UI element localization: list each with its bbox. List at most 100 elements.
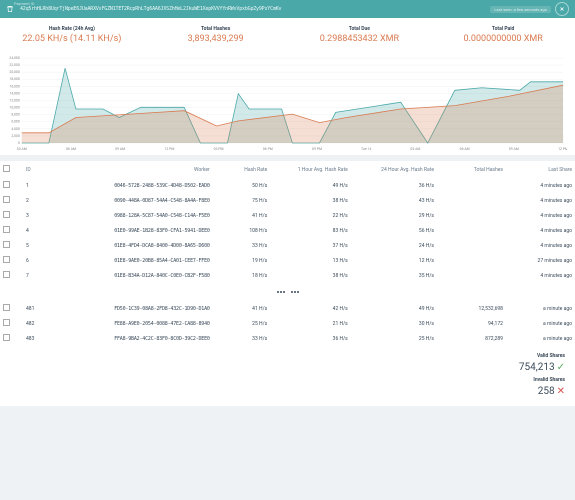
header-small-label: Payment ID — [14, 1, 34, 6]
svg-text:12 PM: 12 PM — [164, 147, 174, 151]
table-cell — [437, 268, 506, 283]
svg-text:24,000: 24,000 — [9, 56, 19, 60]
close-button[interactable] — [555, 2, 569, 16]
column-header: Total Hashes — [437, 161, 506, 178]
x-icon: ✕ — [557, 386, 565, 397]
svg-text:03 AM: 03 AM — [17, 147, 27, 151]
table-cell: 4 minutes ago — [506, 193, 575, 208]
table-cell: FFA8-9BA2-4C2C-83F0-8C0D-39C2-DEE0 — [52, 331, 213, 346]
table-cell: 13 H/s — [270, 253, 351, 268]
table-cell: 41 H/s — [213, 301, 271, 316]
stat-value: 0.0000000000 XMR — [431, 34, 575, 44]
row-checkbox[interactable] — [3, 304, 10, 311]
row-checkbox[interactable] — [3, 271, 10, 278]
svg-text:09 AM: 09 AM — [509, 147, 519, 151]
table-cell: 0988-128A-5C87-54A0-C548-C14A-F5E0 — [52, 208, 213, 223]
svg-text:03 PM: 03 PM — [214, 147, 224, 151]
table-cell: 4 minutes ago — [506, 208, 575, 223]
table-cell: 36 H/s — [351, 178, 437, 193]
table-cell: 49 H/s — [270, 178, 351, 193]
table-cell: 37 H/s — [270, 238, 351, 253]
table-cell: 30 H/s — [351, 316, 437, 331]
table-cell: 5 — [23, 238, 52, 253]
row-checkbox[interactable] — [3, 319, 10, 326]
row-checkbox[interactable] — [3, 226, 10, 233]
table-cell: 2 — [23, 193, 52, 208]
table-cell: 56 H/s — [351, 223, 437, 238]
table-cell: 29 H/s — [351, 208, 437, 223]
table-cell: 41 H/s — [213, 208, 271, 223]
table-cell — [437, 178, 506, 193]
table-cell: a minute ago — [506, 331, 575, 346]
table-cell: 38 H/s — [270, 268, 351, 283]
table-cell: 49 H/s — [351, 301, 437, 316]
table-cell: FD50-1C39-08A8-2FD8-432C-1D90-D1A0 — [52, 301, 213, 316]
row-checkbox[interactable] — [3, 256, 10, 263]
svg-text:8,000: 8,000 — [11, 113, 19, 117]
table-row[interactable]: 482FE88-A9E0-2054-0088-47E2-CA88-894025 … — [0, 316, 575, 331]
table-cell: 24 H/s — [351, 238, 437, 253]
svg-text:2,000: 2,000 — [11, 134, 19, 138]
hashrate-chart: 24,00022,00020,00018,00016,00014,00012,0… — [4, 56, 567, 151]
stat-label: Total Due — [288, 26, 432, 32]
table-row[interactable]: 501E8-4FD4-DCA8-8400-4D00-8A65-D60033 H/… — [0, 238, 575, 253]
table-cell — [437, 223, 506, 238]
table-row[interactable]: 401E0-99AE-1B28-83F0-CFA1-5941-DEE0108 H… — [0, 223, 575, 238]
table-row[interactable]: 10046-5728-2488-539C-4D48-D502-EAD050 H/… — [0, 178, 575, 193]
row-checkbox[interactable] — [3, 181, 10, 188]
stat-hashrate: Hash Rate (24h Avg) 22.05 KH/s (14.11 KH… — [0, 26, 144, 44]
table-cell: 01E8-4FD4-DCA8-8400-4D00-8A65-D600 — [52, 238, 213, 253]
table-cell: 33 H/s — [213, 238, 271, 253]
table-cell: 75 H/s — [213, 193, 271, 208]
row-checkbox[interactable] — [3, 334, 10, 341]
table-cell: 38 H/s — [270, 193, 351, 208]
table-cell: a minute ago — [506, 301, 575, 316]
table-cell: 01E0-99AE-1B28-83F0-CFA1-5941-DEE0 — [52, 223, 213, 238]
svg-text:12,000: 12,000 — [9, 98, 19, 102]
svg-text:06 AM: 06 AM — [66, 147, 76, 151]
table-cell: 0090-448A-0D87-54A4-C548-8A4A-F8E0 — [52, 193, 213, 208]
valid-shares-value: 754,213 ✓ — [519, 362, 565, 373]
table-cell: 4 minutes ago — [506, 223, 575, 238]
table-cell: 1 — [23, 178, 52, 193]
select-all-checkbox[interactable] — [3, 165, 10, 172]
column-header: 1 Hour Avg. Hash Rate — [270, 161, 351, 178]
stat-hashes: Total Hashes 3,893,439,299 — [144, 26, 288, 44]
trash-icon[interactable] — [6, 5, 14, 13]
table-cell: 4 minutes ago — [506, 238, 575, 253]
table-row[interactable]: 701E8-B34A-D12A-840C-C0E0-CB2F-F58018 H/… — [0, 268, 575, 283]
table-cell: 94,172 — [437, 316, 506, 331]
table-cell — [437, 208, 506, 223]
column-header: ID — [23, 161, 52, 178]
svg-text:06 AM: 06 AM — [460, 147, 470, 151]
table-cell: 01E8-9AE0-20B8-85A4-CA01-CEE7-FFE0 — [52, 253, 213, 268]
table-cell: 483 — [23, 331, 52, 346]
table-cell: 36 H/s — [270, 331, 351, 346]
table-row[interactable]: 20090-448A-0D87-54A4-C548-8A4A-F8E075 H/… — [0, 193, 575, 208]
table-cell — [437, 193, 506, 208]
invalid-shares-label: Invalid Shares — [533, 377, 565, 383]
row-checkbox[interactable] — [3, 241, 10, 248]
table-cell: 43 H/s — [351, 193, 437, 208]
table-row[interactable]: 483FFA8-9BA2-4C2C-83F0-8C0D-39C2-DEE033 … — [0, 331, 575, 346]
table-cell: 3 — [23, 208, 52, 223]
column-header[interactable] — [0, 161, 23, 178]
table-row[interactable]: 601E8-9AE0-20B8-85A4-CA01-CEE7-FFE019 H/… — [0, 253, 575, 268]
stat-value: 22.05 KH/s (14.11 KH/s) — [0, 34, 144, 44]
payment-id-text: 42q5rhHLRh8UqrTjNpeE6JUaARXVsFGZN1TET2Rc… — [20, 6, 281, 12]
workers-table: IDWorkerHash Rate1 Hour Avg. Hash Rate24… — [0, 161, 575, 346]
stat-due: Total Due 0.2988453432 XMR — [288, 26, 432, 44]
table-cell: 108 H/s — [213, 223, 271, 238]
table-row[interactable]: 481FD50-1C39-08A8-2FD8-432C-1D90-D1A041 … — [0, 301, 575, 316]
stat-label: Hash Rate (24h Avg) — [0, 26, 144, 32]
table-row[interactable]: 30988-128A-5C87-54A0-C548-C14A-F5E041 H/… — [0, 208, 575, 223]
svg-text:0: 0 — [18, 141, 20, 145]
row-checkbox[interactable] — [3, 196, 10, 203]
svg-text:18,000: 18,000 — [9, 77, 19, 81]
table-cell — [437, 238, 506, 253]
svg-text:06 PM: 06 PM — [263, 147, 273, 151]
svg-text:09 AM: 09 AM — [115, 147, 125, 151]
table-cell: 19 H/s — [213, 253, 271, 268]
row-checkbox[interactable] — [3, 211, 10, 218]
stat-label: Total Paid — [431, 26, 575, 32]
